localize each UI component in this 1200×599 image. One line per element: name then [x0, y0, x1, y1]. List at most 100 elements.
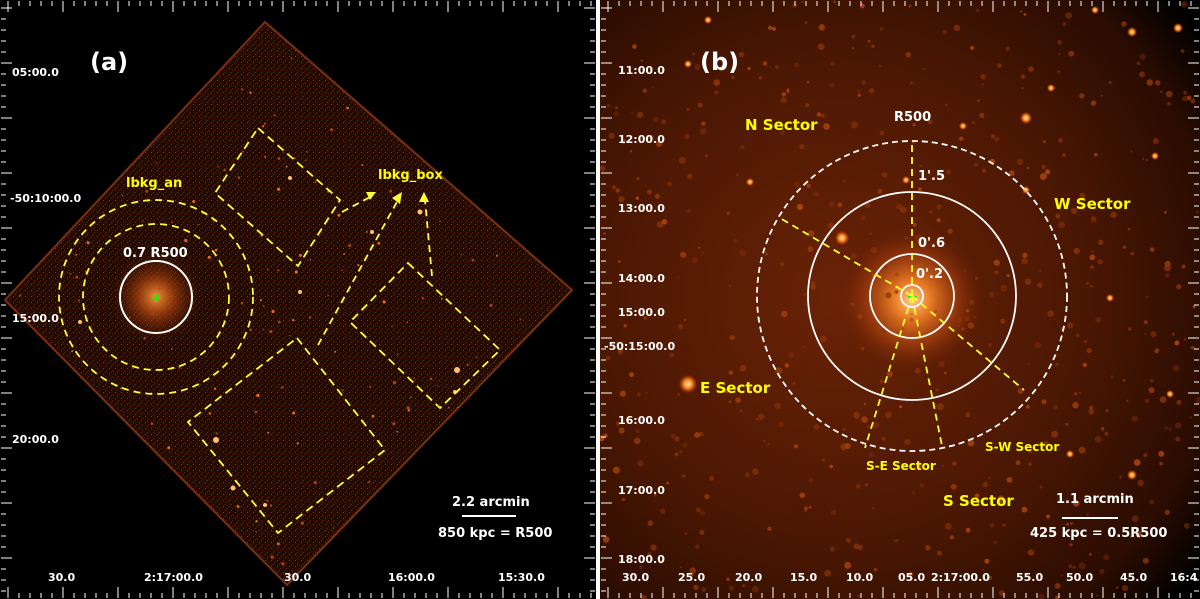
bkg-box-3 — [186, 336, 387, 535]
panel-b-svg: + — [600, 0, 1200, 599]
noise-speck — [636, 392, 641, 397]
noise-speck — [606, 103, 611, 108]
noise-speck — [619, 557, 624, 562]
noise-speck — [989, 523, 995, 528]
noise-speck — [914, 234, 922, 241]
noise-speck — [747, 386, 754, 393]
noise-speck — [306, 151, 308, 153]
noise-speck — [1189, 416, 1192, 419]
noise-speck — [255, 520, 258, 523]
noise-speck — [289, 334, 291, 337]
noise-speck — [967, 322, 975, 329]
noise-speck — [915, 463, 922, 470]
noise-speck — [1058, 52, 1061, 56]
noise-speck — [1006, 477, 1013, 483]
noise-speck — [1016, 158, 1024, 166]
noise-speck — [880, 328, 887, 335]
noise-speck — [731, 76, 735, 79]
point-source — [679, 375, 697, 393]
noise-speck — [1057, 39, 1063, 45]
sector-n-label: N Sector — [745, 116, 818, 134]
sector-w-label: W Sector — [1054, 195, 1131, 213]
ra-label-a-3: 16:00.0 — [388, 571, 435, 584]
noise-speck — [885, 292, 892, 299]
noise-speck — [732, 238, 738, 244]
noise-speck — [982, 481, 989, 488]
noise-speck — [883, 265, 888, 270]
dec-label-b-7: 17:00.0 — [618, 484, 665, 497]
noise-speck — [152, 313, 155, 316]
noise-speck — [615, 188, 620, 193]
noise-speck — [620, 138, 627, 145]
noise-speck — [184, 238, 188, 243]
noise-speck — [864, 483, 868, 487]
noise-speck — [993, 259, 1000, 266]
noise-speck — [1039, 173, 1047, 180]
noise-speck — [659, 559, 664, 564]
noise-speck — [631, 111, 634, 114]
noise-speck — [695, 544, 700, 549]
noise-speck — [1176, 284, 1182, 290]
noise-speck — [894, 538, 898, 543]
noise-speck — [1097, 259, 1103, 265]
noise-speck — [980, 74, 986, 80]
noise-speck — [1089, 553, 1092, 556]
noise-speck — [1146, 79, 1154, 86]
noise-speck — [816, 112, 822, 117]
noise-speck — [1034, 342, 1041, 349]
noise-speck — [780, 130, 785, 136]
noise-speck — [793, 181, 800, 188]
ra-label-a-1: 2:17:00.0 — [144, 571, 203, 584]
noise-speck — [496, 254, 499, 257]
noise-speck — [742, 584, 746, 588]
noise-speck — [763, 440, 766, 443]
noise-speck — [617, 348, 624, 355]
noise-speck — [647, 520, 654, 526]
noise-speck — [1128, 327, 1132, 331]
noise-speck — [867, 39, 871, 43]
noise-speck — [912, 491, 916, 495]
noise-speck — [337, 213, 341, 217]
noise-speck — [709, 476, 714, 481]
noise-speck — [262, 125, 265, 128]
noise-speck — [240, 88, 243, 91]
noise-speck — [728, 370, 734, 375]
noise-speck — [682, 474, 686, 478]
noise-speck — [249, 328, 252, 332]
noise-speck — [1039, 270, 1042, 273]
noise-speck — [170, 221, 173, 224]
noise-speck — [944, 371, 947, 375]
bkg-box-2 — [348, 261, 502, 410]
noise-speck — [341, 389, 344, 392]
noise-speck — [281, 562, 285, 566]
noise-speck — [371, 414, 375, 418]
noise-speck — [1043, 440, 1050, 447]
noise-speck — [1027, 362, 1031, 366]
noise-speck — [647, 189, 652, 195]
noise-speck — [739, 364, 747, 372]
noise-speck — [653, 116, 659, 123]
noise-speck — [806, 183, 811, 189]
noise-speck — [155, 162, 158, 164]
panel-a-image: + (a) lbkg_an lbkg_box 0.7 R500 2.2 arcm… — [0, 0, 596, 599]
noise-speck — [406, 321, 409, 323]
noise-speck — [917, 187, 922, 192]
noise-speck — [635, 196, 640, 200]
noise-speck — [981, 83, 984, 86]
dec-label-a-1: -50:10:00.0 — [10, 192, 82, 205]
noise-speck — [421, 297, 424, 300]
noise-speck — [1100, 427, 1105, 431]
noise-speck — [669, 353, 674, 358]
noise-speck — [861, 80, 866, 85]
noise-speck — [1080, 205, 1085, 210]
noise-speck — [236, 505, 240, 508]
noise-speck — [974, 276, 979, 280]
noise-speck — [440, 297, 443, 300]
noise-speck — [1065, 12, 1072, 19]
noise-speck — [1166, 101, 1172, 106]
noise-speck — [829, 546, 835, 552]
noise-speck — [273, 114, 276, 117]
noise-speck — [143, 336, 146, 340]
noise-speck — [680, 251, 687, 258]
noise-speck — [950, 483, 957, 490]
